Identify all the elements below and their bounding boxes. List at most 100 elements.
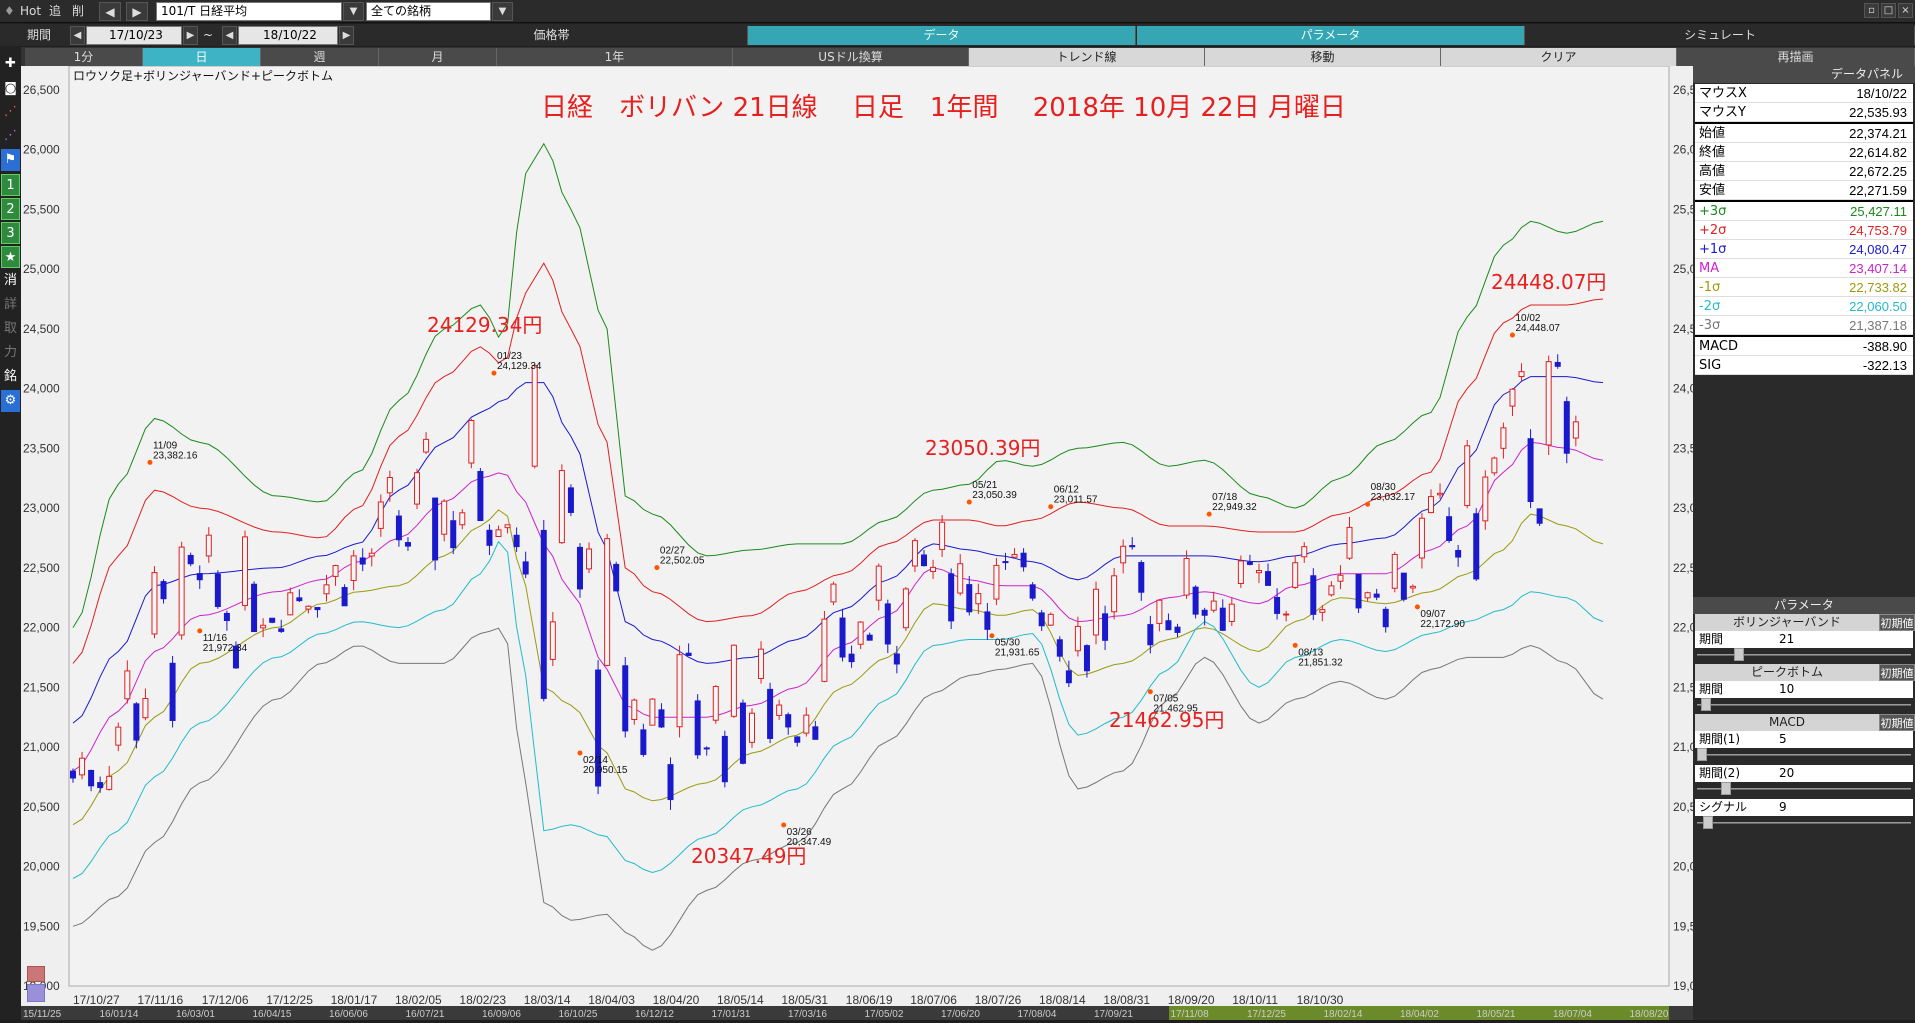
tab-weekly[interactable]: 週: [261, 48, 379, 66]
candle-body: [1237, 560, 1244, 584]
candle-body: [848, 653, 855, 663]
slider-thumb[interactable]: [1703, 816, 1714, 829]
next-arrow-icon[interactable]: ▶: [183, 26, 198, 45]
x-tick: 18/02/05: [395, 993, 442, 1006]
prev-arrow-icon[interactable]: ◀: [222, 26, 237, 45]
peakbottom-reset-button[interactable]: 初期値: [1879, 664, 1915, 681]
y-tick-right: 22,000: [1673, 621, 1693, 635]
candle-body: [106, 775, 113, 790]
macd-period2-slider[interactable]: [1697, 782, 1911, 796]
chart-line-icon[interactable]: ⋰: [4, 104, 17, 119]
maximize-button[interactable]: □: [1881, 3, 1896, 18]
prev-arrow-icon[interactable]: ◀: [70, 26, 85, 45]
indicator-icon[interactable]: [27, 984, 45, 1002]
tab-data[interactable]: データ: [748, 26, 1136, 45]
candle-body: [214, 573, 221, 608]
chart-area[interactable]: 26,500 26,500 26,000 26,000 25,500 25,500 25,0…: [21, 66, 1693, 1006]
preset-3-icon[interactable]: 3: [1, 222, 20, 244]
peak-marker: [989, 633, 995, 639]
slider-thumb[interactable]: [1721, 782, 1732, 795]
next-arrow-icon[interactable]: ▶: [339, 26, 354, 45]
chart-type-icon[interactable]: [27, 966, 45, 982]
chart-compare-icon[interactable]: ⋰: [4, 128, 17, 143]
flag-icon[interactable]: ⚑: [1, 149, 20, 171]
bollinger-period-slider[interactable]: [1697, 648, 1911, 662]
candle-body: [549, 621, 556, 660]
peakbottom-period-value[interactable]: 10: [1779, 682, 1795, 696]
tab-monthly[interactable]: 月: [379, 48, 497, 66]
next-arrow-icon[interactable]: ▶: [126, 2, 148, 21]
camera-icon[interactable]: ◙: [4, 81, 17, 96]
macd-period1-value[interactable]: 5: [1779, 732, 1787, 746]
slider-thumb[interactable]: [1701, 698, 1712, 711]
slider-thumb[interactable]: [1697, 748, 1707, 761]
tab-redraw[interactable]: 再描画: [1677, 48, 1915, 66]
preset-1-icon[interactable]: 1: [1, 174, 20, 196]
y-tick-left: 20,000: [23, 860, 60, 874]
chevron-down-icon[interactable]: ▼: [492, 2, 513, 21]
tab-daily[interactable]: 日: [143, 48, 261, 66]
detail-icon[interactable]: 詳: [3, 297, 17, 312]
preset-2-icon[interactable]: 2: [1, 198, 20, 220]
price-chart[interactable]: 26,500 26,500 26,000 26,000 25,500 25,500 25,0…: [21, 66, 1693, 1006]
peak-date: 05/30: [995, 638, 1020, 649]
add-button[interactable]: 追: [49, 4, 62, 18]
tab-move[interactable]: 移動: [1205, 48, 1441, 66]
date-from-input[interactable]: 17/10/23: [86, 26, 182, 45]
nav-tick: 17/08/04: [1018, 1009, 1057, 1020]
tab-price-band[interactable]: 価格帯: [356, 26, 748, 45]
brand-icon[interactable]: 銘: [3, 369, 17, 384]
hot-button[interactable]: Hot: [20, 4, 42, 18]
peak-date: 02/14: [583, 755, 608, 766]
navigator-strip[interactable]: 15/11/25 16/01/14 16/03/01 16/04/15 16/06/06…: [21, 1006, 1915, 1020]
erase-icon[interactable]: 消: [3, 273, 17, 288]
peakbottom-period-row: 期間 10: [1695, 681, 1913, 698]
nav-tick: 16/12/12: [635, 1009, 674, 1020]
trade-icon[interactable]: 取: [3, 321, 17, 336]
bulb-icon[interactable]: ♦: [4, 4, 15, 18]
date-to-input[interactable]: 18/10/22: [238, 26, 338, 45]
peak-date: 06/12: [1054, 485, 1079, 496]
force-icon[interactable]: 力: [3, 345, 17, 360]
peakbottom-period-slider[interactable]: [1697, 698, 1911, 712]
candle-body: [984, 611, 991, 630]
tab-usd-convert[interactable]: USドル換算: [733, 48, 969, 66]
chevron-down-icon[interactable]: ▼: [343, 2, 364, 21]
prev-arrow-icon[interactable]: ◀: [99, 2, 121, 21]
delete-button[interactable]: 削: [72, 4, 85, 18]
peak-marker: [147, 459, 153, 465]
symbol-select[interactable]: 101/T 日経平均: [156, 2, 342, 21]
candle-body: [332, 565, 339, 577]
tab-clear[interactable]: クリア: [1441, 48, 1677, 66]
candle-body: [721, 735, 728, 783]
candle-body: [857, 621, 864, 645]
crosshair-icon[interactable]: ✚: [5, 56, 16, 71]
star-icon[interactable]: ★: [1, 246, 20, 268]
tab-1min[interactable]: 1分: [25, 48, 143, 66]
gear-icon[interactable]: ⚙: [1, 390, 20, 412]
peak-value: 21,462.95: [1153, 704, 1198, 715]
close-button[interactable]: ×: [1898, 3, 1913, 18]
tab-trendline[interactable]: トレンド線: [969, 48, 1205, 66]
filter-select[interactable]: 全ての銘柄: [366, 2, 491, 21]
macd-period2-value[interactable]: 20: [1779, 766, 1795, 780]
macd-reset-button[interactable]: 初期値: [1879, 714, 1915, 731]
macd-signal-value[interactable]: 9: [1779, 800, 1787, 814]
slider-thumb[interactable]: [1733, 648, 1744, 661]
candle-body: [1409, 585, 1416, 589]
bollinger-period-value[interactable]: 21: [1779, 632, 1795, 646]
y-tick-left: 26,000: [23, 143, 60, 157]
candle-body: [576, 546, 583, 590]
peak-marker: [966, 499, 972, 505]
macd-period1-slider[interactable]: [1697, 748, 1911, 762]
tab-simulate[interactable]: シミュレート: [1526, 26, 1915, 45]
candle-body: [604, 538, 611, 666]
candle-body: [1056, 639, 1063, 657]
data-row-label: 高値: [1699, 164, 1726, 179]
tab-1year[interactable]: 1年: [497, 48, 733, 66]
nav-tick: 17/03/16: [788, 1009, 827, 1020]
tab-parameter[interactable]: パラメータ: [1137, 26, 1525, 45]
macd-signal-slider[interactable]: [1697, 816, 1911, 830]
bollinger-reset-button[interactable]: 初期値: [1879, 614, 1915, 631]
minimize-button[interactable]: ▫: [1864, 3, 1879, 18]
